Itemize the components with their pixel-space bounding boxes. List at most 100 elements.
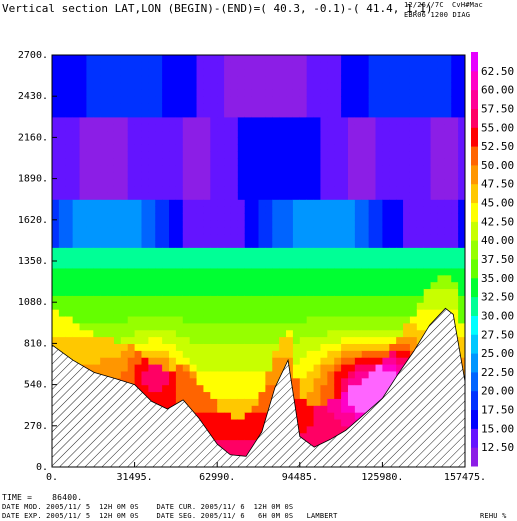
field-cell [86, 329, 94, 338]
field-cell [182, 240, 191, 248]
field-cell [72, 130, 81, 138]
field-cell [230, 82, 239, 90]
field-cell [224, 219, 232, 228]
field-cell [292, 144, 301, 152]
field-cell [65, 192, 74, 200]
field-cell [120, 206, 129, 214]
field-cell [251, 68, 260, 77]
field-cell [134, 357, 143, 365]
field-cell [127, 370, 136, 379]
field-cell [169, 89, 177, 97]
field-cell [203, 123, 211, 132]
field-cell [196, 103, 205, 111]
field-cell [148, 288, 156, 296]
field-cell [189, 357, 198, 365]
field-cell [169, 151, 177, 159]
field-cell [224, 75, 232, 84]
field-cell [224, 233, 232, 241]
field-cell [141, 185, 149, 193]
field-cell [368, 199, 377, 207]
field-cell [148, 137, 156, 145]
field-cell [72, 206, 81, 214]
field-cell [279, 350, 287, 358]
field-cell [196, 364, 205, 372]
field-cell [100, 164, 108, 173]
field-cell [224, 185, 232, 193]
field-cell [334, 370, 342, 379]
field-cell [292, 254, 301, 262]
field-cell [134, 82, 143, 90]
field-cell [72, 288, 81, 296]
field-cell [416, 329, 425, 338]
field-cell [203, 185, 211, 193]
field-cell [272, 267, 280, 276]
field-cell [458, 96, 465, 104]
experiment-label: EBR06 1200 DIAG [404, 11, 471, 19]
field-cell [141, 151, 149, 159]
field-cell [292, 75, 301, 84]
field-cell [444, 61, 452, 70]
colorbar-label: 40.00 [481, 234, 514, 247]
field-cell [155, 137, 163, 145]
field-cell [286, 343, 294, 351]
field-cell [361, 55, 370, 63]
field-cell [93, 357, 101, 365]
field-cell [327, 336, 335, 344]
colorbar-swatch [471, 447, 478, 467]
field-cell [58, 151, 67, 159]
field-cell [444, 212, 452, 221]
field-cell [320, 329, 328, 338]
field-cell [258, 391, 266, 399]
field-cell [237, 144, 246, 152]
field-cell [251, 254, 260, 262]
field-cell [313, 61, 322, 70]
field-cell [93, 178, 101, 187]
field-cell [100, 322, 108, 331]
field-cell [272, 377, 280, 386]
y-tick-label: 2430. [18, 91, 48, 102]
field-cell [203, 109, 211, 118]
field-cell [169, 178, 177, 187]
field-cell [93, 109, 101, 118]
field-cell [237, 309, 246, 317]
field-cell [375, 281, 383, 290]
field-cell [100, 82, 108, 90]
field-cell [210, 103, 218, 111]
field-cell [244, 315, 253, 324]
field-cell [368, 343, 377, 351]
field-cell [155, 68, 163, 77]
field-cell [403, 164, 411, 173]
field-cell [382, 281, 390, 290]
field-cell [210, 130, 218, 138]
field-cell [368, 178, 377, 187]
field-cell [107, 281, 115, 290]
field-cell [224, 274, 232, 283]
field-cell [169, 295, 177, 303]
field-cell [279, 82, 287, 90]
field-cell [79, 357, 88, 365]
field-cell [93, 75, 101, 84]
field-cell [224, 267, 232, 276]
field-cell [244, 439, 253, 447]
field-cell [127, 295, 136, 303]
field-cell [100, 267, 108, 276]
field-cell [203, 233, 211, 241]
field-cell [334, 398, 342, 406]
field-cell [265, 130, 273, 138]
field-cell [313, 82, 322, 90]
field-cell [162, 391, 170, 399]
field-cell [409, 158, 418, 166]
field-cell [354, 329, 363, 338]
field-cell [265, 164, 273, 173]
field-cell [444, 82, 452, 90]
field-cell [52, 267, 60, 276]
field-cell [230, 247, 239, 255]
field-cell [416, 295, 425, 303]
field-cell [437, 151, 445, 159]
field-cell [382, 364, 390, 372]
axes: 0.270.540.810.1080.1350.1620.1890.2160.2… [18, 50, 486, 483]
field-cell [224, 103, 232, 111]
field-cell [169, 315, 177, 324]
field-cell [327, 391, 335, 399]
field-cell [113, 254, 122, 262]
